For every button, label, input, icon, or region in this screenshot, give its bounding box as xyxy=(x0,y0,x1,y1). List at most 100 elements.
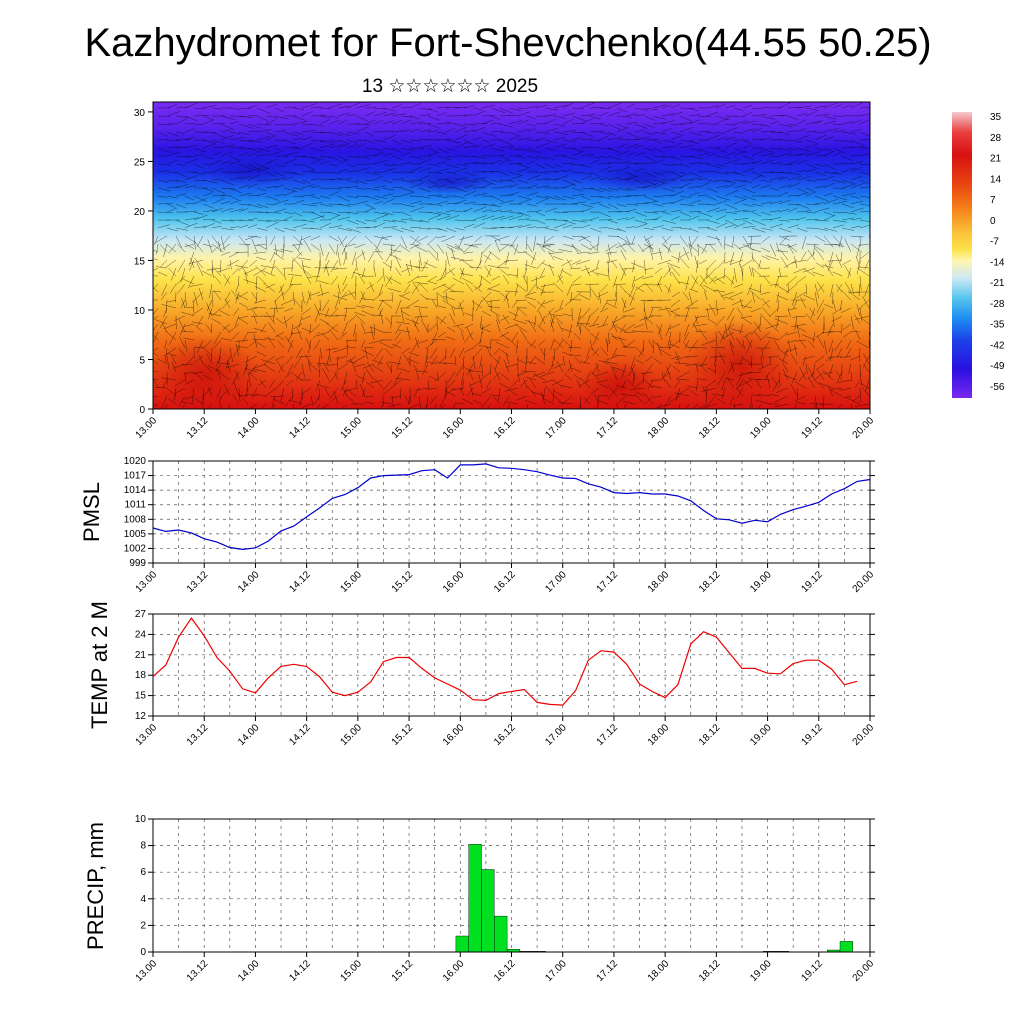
wind-barb xyxy=(472,127,485,133)
wind-barb xyxy=(328,178,342,181)
wind-barb xyxy=(766,374,771,389)
wind-barb xyxy=(571,283,582,286)
wind-barb xyxy=(599,383,609,389)
wind-barb xyxy=(580,224,591,229)
wind-barb xyxy=(247,105,257,109)
wind-barb xyxy=(634,168,644,173)
x-tick-label: 20.00 xyxy=(851,569,877,595)
wind-barb xyxy=(619,284,627,293)
wind-barb xyxy=(328,214,340,221)
wind-barb xyxy=(658,323,663,335)
wind-barb xyxy=(557,321,564,333)
wind-barb xyxy=(526,235,528,250)
wind-barb xyxy=(742,210,757,213)
wind-barb xyxy=(409,147,425,149)
wind-barb xyxy=(229,136,245,141)
wind-barb xyxy=(202,105,217,109)
wind-barb xyxy=(446,336,456,341)
wind-barb xyxy=(611,320,618,333)
wind-barb xyxy=(868,211,870,213)
wind-barb xyxy=(733,195,747,200)
wind-barb xyxy=(427,152,438,157)
wind-barb xyxy=(157,163,171,166)
wind-barb xyxy=(634,162,646,165)
wind-barb xyxy=(373,243,380,252)
wind-barb xyxy=(793,299,798,309)
wind-barb xyxy=(508,225,523,229)
wind-barb xyxy=(549,264,555,277)
wind-barb xyxy=(809,307,816,317)
wind-barb xyxy=(750,394,762,397)
wind-barb xyxy=(519,328,528,341)
wind-barb xyxy=(339,291,348,301)
wind-barb xyxy=(355,104,370,109)
wind-barb xyxy=(544,114,556,117)
wind-barb xyxy=(742,225,756,229)
wind-barb xyxy=(481,143,496,149)
wind-barb xyxy=(390,395,402,399)
wind-barb xyxy=(733,115,746,118)
x-tick-label: 18.12 xyxy=(697,722,723,748)
wind-barb xyxy=(508,147,520,151)
wind-barb xyxy=(643,131,655,135)
wind-barb xyxy=(688,243,693,257)
wind-barb xyxy=(660,371,672,380)
wind-barb xyxy=(643,200,659,205)
wind-barb xyxy=(670,163,682,166)
wind-barb xyxy=(382,243,396,247)
wind-barb xyxy=(787,207,798,213)
wind-barb xyxy=(418,107,432,111)
wind-barb xyxy=(153,377,159,389)
wind-barb xyxy=(787,243,794,254)
wind-barb xyxy=(526,243,533,253)
wind-barb xyxy=(544,227,559,232)
wind-barb xyxy=(398,368,411,373)
wind-barb xyxy=(616,150,629,157)
wind-barb xyxy=(316,291,330,297)
wind-barb xyxy=(508,211,524,215)
y-tick-label: 999 xyxy=(129,558,146,569)
wind-barb xyxy=(828,339,834,352)
wind-barb xyxy=(715,307,726,311)
wind-barb xyxy=(682,341,690,349)
wind-barb xyxy=(362,363,375,369)
wind-barb xyxy=(238,192,252,197)
wind-barb xyxy=(251,308,258,317)
wind-barb xyxy=(751,403,753,409)
wind-barb xyxy=(552,363,564,369)
wind-barb xyxy=(502,395,510,407)
wind-barb xyxy=(576,321,582,333)
wind-barb xyxy=(355,200,369,205)
wind-barb xyxy=(161,377,177,381)
wind-barb xyxy=(202,143,216,149)
wind-barb xyxy=(850,195,861,199)
wind-barb xyxy=(510,244,519,253)
wind-barb xyxy=(643,183,658,189)
wind-barb xyxy=(496,319,501,333)
wind-barb xyxy=(454,210,468,213)
wind-barb xyxy=(593,393,600,405)
wind-barb xyxy=(613,283,627,285)
wind-barb xyxy=(239,302,249,309)
wind-barb xyxy=(727,376,735,389)
wind-barb xyxy=(729,291,744,298)
wind-barb xyxy=(805,203,819,205)
wind-barb xyxy=(840,355,852,358)
wind-barb xyxy=(778,171,792,174)
wind-barb xyxy=(688,215,700,221)
wind-barb xyxy=(346,359,357,365)
wind-barb xyxy=(278,363,285,374)
wind-barb xyxy=(541,243,555,248)
wind-barb xyxy=(841,211,857,215)
wind-barb xyxy=(193,179,206,181)
wind-barb xyxy=(598,135,609,141)
wind-barb xyxy=(523,251,537,261)
wind-barb xyxy=(473,285,483,293)
wind-barb xyxy=(193,163,204,169)
wind-barb xyxy=(679,211,692,217)
wind-barb xyxy=(659,346,672,349)
x-tick-label: 15.12 xyxy=(390,415,416,441)
wind-barb xyxy=(777,299,780,312)
wind-barb xyxy=(472,110,486,117)
wind-barb xyxy=(769,115,785,117)
